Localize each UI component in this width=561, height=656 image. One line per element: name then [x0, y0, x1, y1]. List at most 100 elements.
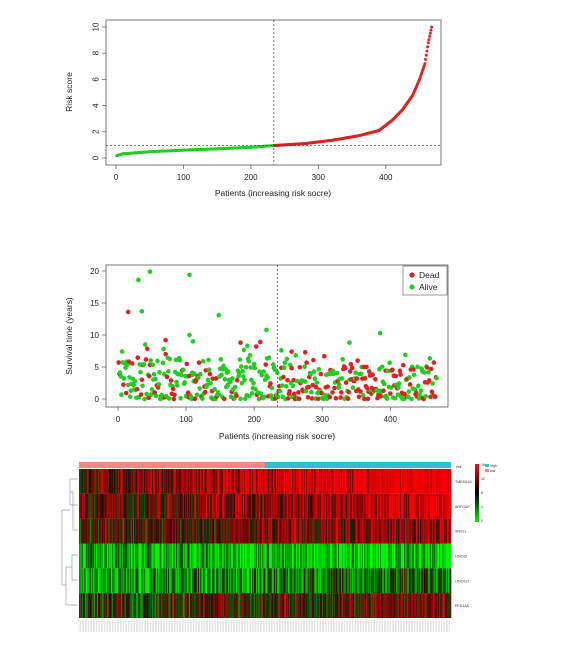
- heatmap-cell: [177, 493, 179, 519]
- heatmap-cell: [273, 493, 275, 519]
- heatmap-cell: [319, 568, 321, 594]
- heatmap-cell: [170, 543, 172, 569]
- heatmap-cell: [206, 469, 208, 494]
- heatmap-cell: [371, 518, 373, 544]
- heatmap-cell: [86, 543, 88, 569]
- heatmap-cell: [360, 543, 362, 569]
- heatmap-cell: [127, 543, 129, 569]
- heatmap-cell: [210, 593, 212, 618]
- heatmap-cell: [121, 493, 123, 519]
- heatmap-cell: [160, 518, 162, 544]
- heatmap-cell: [103, 469, 105, 494]
- heatmap-cell: [421, 518, 423, 544]
- heatmap-cell: [289, 593, 291, 618]
- heatmap-cell: [408, 493, 410, 519]
- heatmap-cell: [276, 493, 279, 519]
- heatmap-cell: [342, 543, 344, 569]
- heatmap-cell: [264, 593, 266, 618]
- heatmap-cell: [432, 593, 434, 618]
- heatmap-cell: [358, 543, 360, 569]
- heatmap-cell: [120, 493, 122, 519]
- heatmap-cell: [294, 568, 296, 594]
- heatmap-cell: [259, 568, 261, 594]
- alive-point: [384, 396, 390, 401]
- heatmap-cell: [244, 493, 246, 519]
- heatmap-cell: [241, 543, 244, 569]
- heatmap-cell: [361, 568, 364, 594]
- heatmap-cell: [305, 469, 307, 494]
- heatmap-cell: [148, 568, 150, 594]
- heatmap-cell: [338, 593, 341, 618]
- heatmap-cell: [164, 469, 166, 494]
- heatmap-cell: [222, 518, 224, 544]
- heatmap-cell: [407, 518, 409, 544]
- heatmap-cell: [261, 593, 263, 618]
- heatmap-cell: [304, 493, 306, 519]
- heatmap-cell: [302, 568, 304, 594]
- heatmap-cell: [228, 469, 230, 494]
- heatmap-cell: [365, 493, 368, 519]
- heatmap-cell: [347, 593, 349, 618]
- heatmap-cell: [94, 593, 96, 618]
- heatmap-cell: [148, 568, 151, 594]
- heatmap-cell: [165, 518, 167, 544]
- heatmap-cell: [296, 469, 298, 494]
- heatmap-cell: [122, 469, 124, 494]
- heatmap-cell: [387, 593, 389, 618]
- heatmap-cell: [175, 593, 178, 618]
- heatmap-cell: [150, 469, 152, 494]
- heatmap-cell: [252, 593, 254, 618]
- heatmap-cell: [357, 593, 359, 618]
- heatmap-cell: [155, 593, 157, 618]
- alive-point: [156, 382, 162, 387]
- heatmap-cell: [380, 593, 382, 618]
- heatmap-cell: [106, 493, 108, 519]
- heatmap-cell: [100, 493, 102, 519]
- heatmap-cell: [314, 518, 316, 544]
- heatmap-cell: [191, 518, 193, 544]
- heatmap-cell: [149, 543, 151, 569]
- heatmap-cell: [167, 493, 169, 519]
- heatmap-cell: [442, 469, 444, 494]
- heatmap-cell: [366, 493, 368, 519]
- heatmap-cell: [302, 593, 304, 618]
- alive-point: [405, 394, 411, 399]
- heatmap-cell: [98, 568, 100, 594]
- heatmap-cell: [373, 518, 375, 544]
- heatmap-cell: [125, 593, 127, 618]
- heatmap-cell: [188, 518, 190, 544]
- heatmap-cell: [429, 568, 431, 594]
- heatmap-cell: [153, 518, 155, 544]
- heatmap-cell: [393, 469, 395, 494]
- heatmap-cell: [156, 493, 158, 519]
- heatmap-cell: [172, 543, 174, 569]
- heatmap-cell: [303, 568, 305, 594]
- heatmap-cell: [444, 568, 446, 594]
- heatmap-cell: [334, 493, 337, 519]
- heatmap-cell: [378, 493, 380, 519]
- heatmap-cell: [311, 593, 313, 618]
- heatmap-cell: [446, 543, 448, 569]
- heatmap-cell: [101, 543, 103, 569]
- heatmap-cell: [372, 543, 374, 569]
- heatmap-cell: [296, 568, 298, 594]
- heatmap-cell: [120, 593, 122, 618]
- heatmap-cell: [343, 568, 345, 594]
- heatmap-cell: [422, 469, 424, 494]
- heatmap-cell: [102, 518, 104, 544]
- heatmap-cell: [119, 469, 121, 494]
- heatmap-cell: [383, 518, 385, 544]
- heatmap-cell: [274, 469, 276, 494]
- heatmap-cell: [194, 568, 196, 594]
- heatmap-cell: [178, 518, 180, 544]
- alive-point: [238, 396, 243, 402]
- heatmap-cell: [107, 518, 109, 544]
- heatmap-cell: [273, 593, 275, 618]
- heatmap-cell: [195, 493, 197, 519]
- heatmap-cell: [289, 518, 291, 544]
- dead-point: [258, 339, 263, 345]
- heatmap-cell: [181, 493, 183, 519]
- heatmap-cell: [201, 469, 203, 494]
- heatmap-cell: [386, 518, 388, 544]
- heatmap-cell: [419, 518, 421, 544]
